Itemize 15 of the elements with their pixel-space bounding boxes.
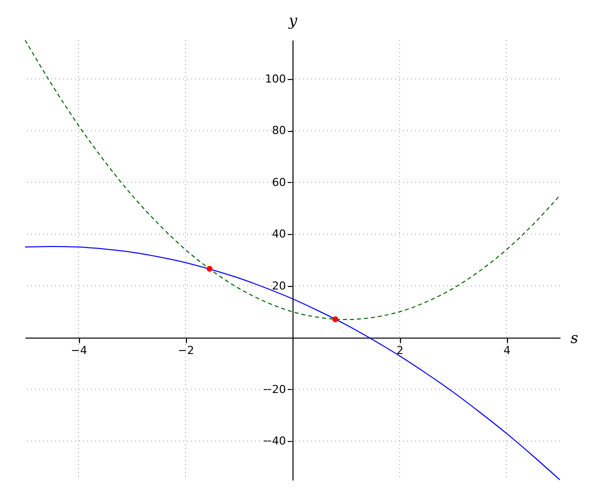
y-tick-label: 80 bbox=[272, 124, 286, 138]
x-tick-label: 2 bbox=[396, 344, 404, 358]
y-tick-label: 20 bbox=[272, 279, 286, 292]
y-axis-title: y bbox=[288, 12, 298, 30]
x-tick-label: 4 bbox=[504, 344, 510, 358]
y-tick-label: 100 bbox=[265, 72, 286, 86]
x-tick-label: −4 bbox=[70, 344, 88, 358]
x-axis-title: s bbox=[570, 329, 578, 348]
line-series bbox=[25, 40, 560, 320]
y-tick-label: 40 bbox=[272, 228, 286, 241]
x-tick-label: −2 bbox=[178, 344, 194, 358]
y-tick-label: −40 bbox=[262, 434, 286, 448]
line-series bbox=[25, 246, 560, 480]
y-tick-label: 60 bbox=[272, 176, 286, 189]
y-tick-label: −20 bbox=[262, 382, 286, 396]
